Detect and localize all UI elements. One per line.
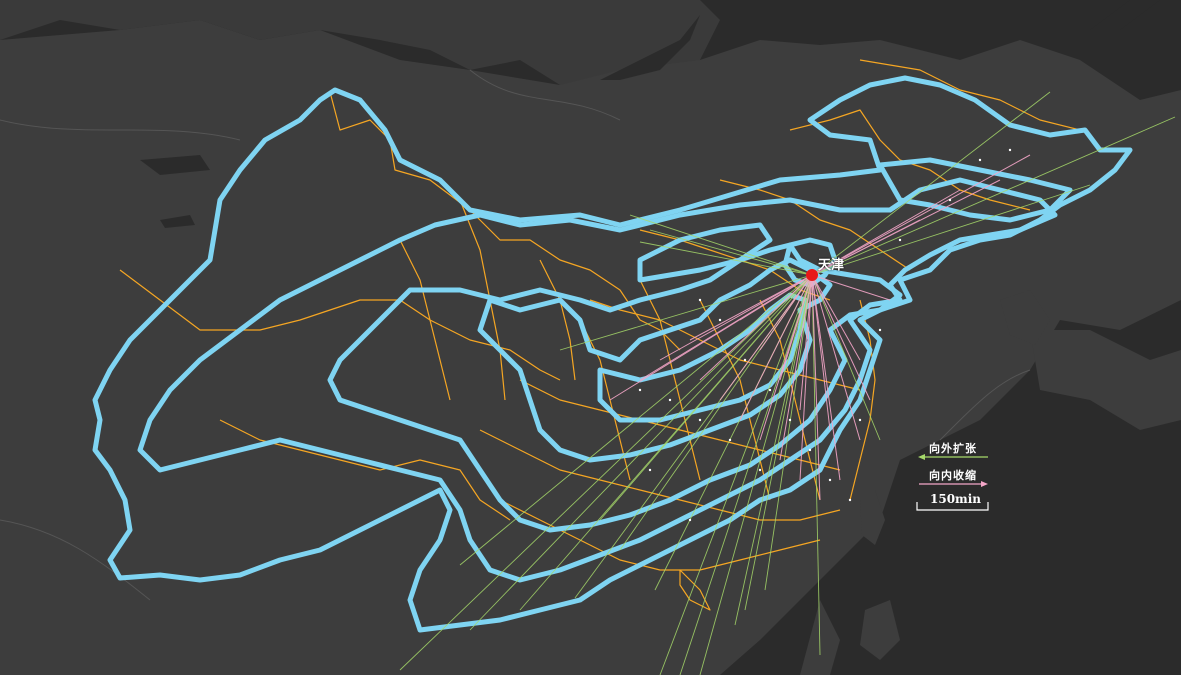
legend-outward-label: 向外扩张 <box>929 442 977 455</box>
legend-outward-arrow <box>918 454 988 460</box>
inward-arrows <box>609 154 1031 501</box>
city-marker <box>806 269 818 281</box>
legend-inward-label: 向内收缩 <box>929 469 977 482</box>
city-label: 天津 <box>818 258 845 273</box>
contour-inner <box>782 237 838 288</box>
legend-inward-arrow <box>919 481 988 487</box>
contour-2 <box>137 177 1058 583</box>
contour-outer <box>92 75 1133 633</box>
outward-arrows <box>399 91 1176 675</box>
scale-bar <box>916 502 989 511</box>
city-points <box>638 148 1012 522</box>
contour-3 <box>327 242 903 533</box>
scale-label: 150min <box>930 492 982 506</box>
